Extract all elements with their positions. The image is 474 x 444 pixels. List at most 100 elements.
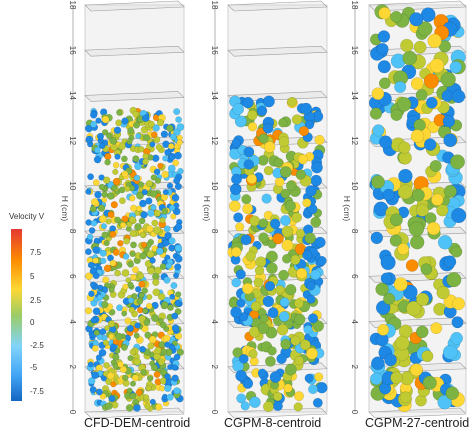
particle bbox=[130, 204, 138, 212]
particle bbox=[394, 80, 407, 94]
particle bbox=[370, 372, 383, 386]
particle bbox=[112, 353, 120, 361]
y-tick-label: 10 bbox=[68, 181, 77, 190]
particle bbox=[415, 89, 428, 101]
colorbar-tick: -7.5 bbox=[30, 387, 44, 396]
particle bbox=[258, 232, 269, 243]
particle-bed bbox=[227, 95, 328, 412]
particle bbox=[302, 198, 312, 208]
particle bbox=[114, 216, 121, 224]
particle bbox=[452, 297, 466, 311]
particle bbox=[122, 283, 129, 290]
particle bbox=[169, 293, 176, 300]
y-tick-label: 6 bbox=[350, 274, 359, 279]
particle bbox=[283, 383, 293, 393]
particle bbox=[146, 225, 154, 233]
particle bbox=[135, 388, 143, 396]
particle bbox=[294, 355, 304, 366]
particle bbox=[109, 230, 117, 238]
particle bbox=[291, 212, 302, 223]
particle bbox=[293, 298, 304, 309]
particle bbox=[416, 325, 429, 339]
particle bbox=[139, 345, 146, 353]
particle bbox=[174, 263, 182, 271]
particle-bed bbox=[84, 106, 185, 412]
y-axis-label: H (cm) bbox=[202, 196, 212, 222]
particle bbox=[242, 378, 254, 389]
y-tick-label: 6 bbox=[210, 274, 219, 279]
particle bbox=[111, 401, 119, 409]
particle bbox=[303, 224, 314, 235]
particle bbox=[90, 220, 98, 227]
particle bbox=[129, 250, 136, 258]
particle bbox=[112, 161, 120, 169]
y-tick-label: 14 bbox=[68, 91, 77, 100]
particle bbox=[106, 132, 113, 140]
particle bbox=[398, 141, 411, 154]
particle bbox=[114, 153, 121, 160]
particle bbox=[254, 265, 265, 276]
particle bbox=[152, 124, 160, 132]
particle bbox=[129, 229, 137, 238]
particle bbox=[109, 137, 118, 145]
particle bbox=[377, 323, 390, 336]
particle bbox=[151, 314, 159, 322]
particle bbox=[117, 240, 124, 247]
particle bbox=[101, 191, 108, 198]
particle bbox=[162, 155, 169, 162]
particle bbox=[171, 374, 179, 382]
particle bbox=[299, 339, 311, 351]
particle bbox=[138, 217, 146, 225]
particle bbox=[85, 188, 92, 195]
particle bbox=[425, 96, 438, 109]
particle bbox=[390, 108, 403, 121]
particle bbox=[87, 361, 94, 368]
particle bbox=[232, 347, 243, 358]
particle bbox=[176, 123, 185, 131]
particle bbox=[154, 177, 162, 184]
particle bbox=[276, 324, 289, 336]
particle bbox=[263, 141, 276, 153]
particle bbox=[430, 322, 443, 335]
y-tick-label: 2 bbox=[68, 365, 77, 370]
particle bbox=[159, 217, 166, 224]
particle bbox=[302, 250, 313, 261]
particle bbox=[164, 373, 171, 380]
particle bbox=[287, 96, 297, 107]
slice-plane bbox=[368, 0, 467, 12]
particle bbox=[278, 118, 288, 128]
particle bbox=[95, 117, 102, 124]
particle bbox=[138, 280, 146, 288]
particle bbox=[240, 401, 250, 411]
particle bbox=[396, 97, 412, 112]
particle bbox=[173, 353, 181, 361]
particle bbox=[86, 233, 94, 241]
particle bbox=[143, 394, 150, 401]
particle bbox=[134, 223, 142, 231]
colorbar-tick: -5 bbox=[30, 363, 38, 372]
particle bbox=[231, 277, 241, 288]
particle bbox=[305, 185, 317, 197]
colorbar-gradient bbox=[11, 229, 22, 401]
particle bbox=[166, 182, 174, 189]
particle bbox=[139, 252, 147, 260]
particle bbox=[124, 317, 132, 325]
particle bbox=[161, 207, 169, 215]
particle bbox=[137, 145, 145, 153]
particle bbox=[85, 272, 93, 281]
particle bbox=[441, 89, 454, 102]
particle bbox=[376, 42, 389, 56]
particle bbox=[429, 58, 445, 73]
particle bbox=[450, 154, 465, 170]
particle bbox=[134, 162, 142, 171]
particle bbox=[110, 201, 118, 209]
particle bbox=[157, 293, 166, 301]
particle bbox=[427, 221, 441, 236]
particle bbox=[275, 285, 285, 295]
particle bbox=[108, 286, 115, 293]
particle bbox=[88, 227, 96, 234]
particle bbox=[143, 319, 150, 327]
particle bbox=[445, 386, 460, 400]
particle bbox=[437, 235, 453, 250]
particle bbox=[312, 320, 324, 332]
